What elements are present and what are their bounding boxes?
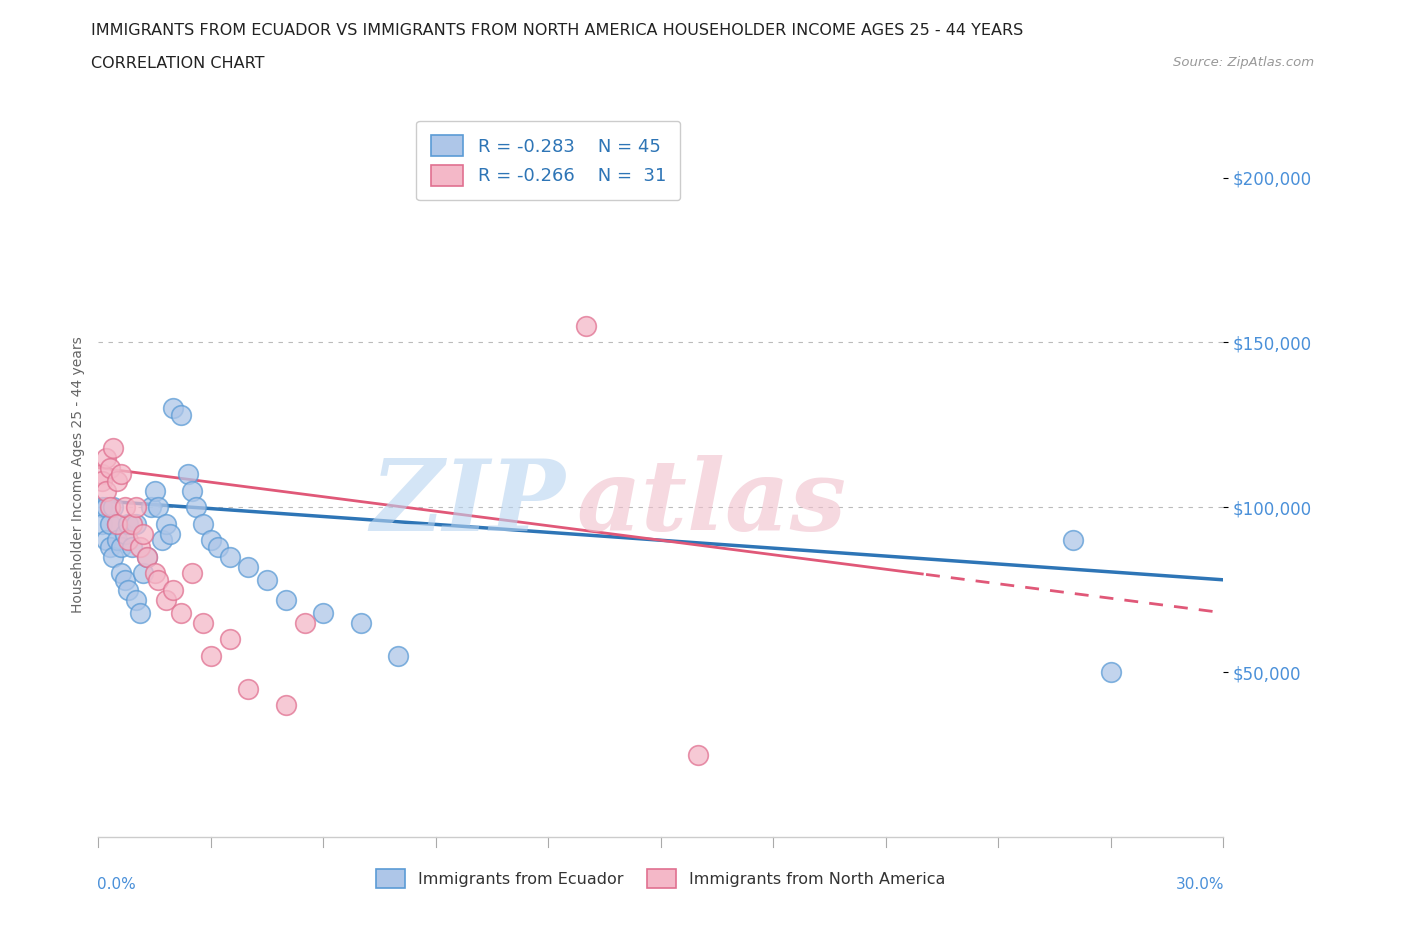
Point — [148, 572, 170, 587]
Point — [177, 467, 200, 482]
Point — [155, 516, 177, 531]
Point — [139, 499, 162, 514]
Text: CORRELATION CHART: CORRELATION CHART — [91, 56, 264, 71]
Point — [98, 539, 121, 554]
Point — [274, 698, 297, 712]
Point — [155, 592, 177, 607]
Point — [125, 516, 148, 531]
Point — [91, 499, 114, 514]
Point — [91, 473, 114, 488]
Point — [162, 582, 184, 597]
Text: ZIP: ZIP — [370, 455, 565, 551]
Point — [128, 539, 150, 554]
Point — [132, 565, 155, 580]
Point — [117, 516, 139, 531]
Point — [1099, 665, 1122, 680]
Point — [105, 473, 128, 488]
Point — [94, 450, 117, 465]
Point — [105, 516, 128, 531]
Point — [117, 533, 139, 548]
Point — [350, 616, 373, 631]
Y-axis label: Householder Income Ages 25 - 44 years: Householder Income Ages 25 - 44 years — [70, 336, 84, 613]
Point — [121, 539, 143, 554]
Point — [121, 516, 143, 531]
Text: Source: ZipAtlas.com: Source: ZipAtlas.com — [1174, 56, 1315, 69]
Point — [170, 407, 193, 422]
Point — [98, 460, 121, 475]
Point — [91, 467, 114, 482]
Point — [110, 539, 132, 554]
Text: IMMIGRANTS FROM ECUADOR VS IMMIGRANTS FROM NORTH AMERICA HOUSEHOLDER INCOME AGES: IMMIGRANTS FROM ECUADOR VS IMMIGRANTS FR… — [91, 23, 1024, 38]
Point — [128, 605, 150, 620]
Point — [170, 605, 193, 620]
Point — [91, 516, 114, 531]
Point — [114, 526, 136, 541]
Point — [136, 550, 159, 565]
Point — [125, 499, 148, 514]
Point — [181, 565, 204, 580]
Legend: Immigrants from Ecuador, Immigrants from North America: Immigrants from Ecuador, Immigrants from… — [370, 863, 952, 895]
Point — [218, 550, 240, 565]
Point — [136, 550, 159, 565]
Point — [200, 648, 222, 663]
Point — [150, 533, 173, 548]
Point — [98, 499, 121, 514]
Point — [162, 401, 184, 416]
Point — [114, 499, 136, 514]
Point — [125, 592, 148, 607]
Point — [193, 516, 215, 531]
Point — [94, 499, 117, 514]
Point — [98, 516, 121, 531]
Point — [132, 526, 155, 541]
Point — [312, 605, 335, 620]
Point — [1062, 533, 1084, 548]
Point — [117, 582, 139, 597]
Point — [387, 648, 409, 663]
Point — [207, 539, 229, 554]
Point — [256, 572, 278, 587]
Point — [193, 616, 215, 631]
Point — [184, 499, 207, 514]
Text: 30.0%: 30.0% — [1175, 877, 1225, 892]
Point — [103, 441, 125, 456]
Point — [238, 559, 260, 574]
Point — [218, 631, 240, 646]
Point — [238, 681, 260, 696]
Point — [94, 533, 117, 548]
Point — [114, 572, 136, 587]
Text: atlas: atlas — [576, 455, 846, 551]
Point — [143, 484, 166, 498]
Point — [294, 616, 316, 631]
Point — [181, 484, 204, 498]
Point — [105, 516, 128, 531]
Point — [159, 526, 181, 541]
Point — [94, 484, 117, 498]
Point — [200, 533, 222, 548]
Point — [274, 592, 297, 607]
Point — [143, 565, 166, 580]
Point — [103, 499, 125, 514]
Point — [110, 467, 132, 482]
Point — [110, 565, 132, 580]
Point — [105, 533, 128, 548]
Point — [688, 747, 710, 762]
Point — [148, 499, 170, 514]
Point — [103, 550, 125, 565]
Text: 0.0%: 0.0% — [97, 877, 136, 892]
Point — [575, 318, 598, 333]
